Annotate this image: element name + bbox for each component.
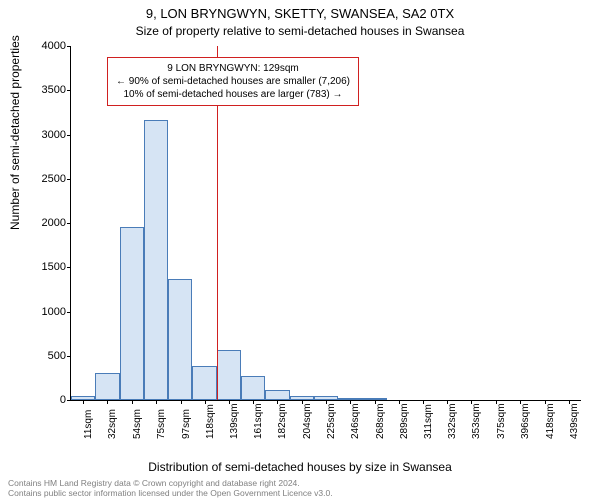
x-tick-mark xyxy=(423,400,424,404)
chart-title-main: 9, LON BRYNGWYN, SKETTY, SWANSEA, SA2 0T… xyxy=(0,6,600,21)
y-tick-mark xyxy=(67,179,71,180)
x-tick-mark xyxy=(350,400,351,404)
x-tick-label: 11sqm xyxy=(83,410,94,439)
annotation-line: 9 LON BRYNGWYN: 129sqm xyxy=(116,62,350,75)
x-tick-label: 225sqm xyxy=(326,403,337,439)
chart-title-sub: Size of property relative to semi-detach… xyxy=(0,24,600,38)
x-tick-mark xyxy=(205,400,206,404)
x-tick-label: 118sqm xyxy=(205,404,216,439)
y-tick-mark xyxy=(67,312,71,313)
x-tick-label: 396sqm xyxy=(520,403,531,439)
y-tick-label: 2500 xyxy=(31,173,66,185)
x-tick-mark xyxy=(132,400,133,404)
x-tick-label: 375sqm xyxy=(496,403,507,439)
histogram-bar xyxy=(217,350,241,400)
y-tick-mark xyxy=(67,356,71,357)
y-tick-label: 3000 xyxy=(31,129,66,141)
histogram-bar xyxy=(338,398,362,400)
x-tick-label: 289sqm xyxy=(399,403,410,439)
x-tick-mark xyxy=(399,400,400,404)
histogram-bar xyxy=(71,396,95,400)
footer-attribution: Contains HM Land Registry data © Crown c… xyxy=(8,478,333,498)
x-tick-label: 75sqm xyxy=(156,409,167,439)
x-tick-mark xyxy=(569,400,570,404)
histogram-bar xyxy=(362,398,387,400)
y-tick-mark xyxy=(67,90,71,91)
x-tick-label: 268sqm xyxy=(375,403,386,439)
y-tick-label: 4000 xyxy=(31,40,66,52)
x-tick-mark xyxy=(471,400,472,404)
x-tick-mark xyxy=(229,400,230,404)
y-tick-label: 500 xyxy=(31,350,66,362)
histogram-bar xyxy=(241,376,265,400)
x-tick-label: 353sqm xyxy=(471,403,482,439)
x-tick-mark xyxy=(181,400,182,404)
chart-container: 9, LON BRYNGWYN, SKETTY, SWANSEA, SA2 0T… xyxy=(0,0,600,500)
x-tick-label: 439sqm xyxy=(569,403,580,439)
x-tick-label: 139sqm xyxy=(229,403,240,439)
y-tick-label: 3500 xyxy=(31,84,66,96)
histogram-bar xyxy=(192,366,217,400)
plot-region: 0500100015002000250030003500400011sqm32s… xyxy=(70,46,580,400)
x-tick-label: 311sqm xyxy=(423,404,434,439)
x-axis-label: Distribution of semi-detached houses by … xyxy=(0,460,600,474)
x-tick-label: 182sqm xyxy=(277,403,288,439)
x-tick-label: 32sqm xyxy=(107,409,118,439)
x-tick-mark xyxy=(302,400,303,404)
x-tick-label: 54sqm xyxy=(132,409,143,439)
histogram-bar xyxy=(168,279,192,400)
annotation-line: 10% of semi-detached houses are larger (… xyxy=(116,88,350,101)
x-tick-mark xyxy=(447,400,448,404)
y-tick-mark xyxy=(67,223,71,224)
x-tick-label: 418sqm xyxy=(545,403,556,439)
annotation-box: 9 LON BRYNGWYN: 129sqm← 90% of semi-deta… xyxy=(107,57,359,106)
x-tick-mark xyxy=(545,400,546,404)
histogram-bar xyxy=(265,390,290,400)
x-tick-mark xyxy=(326,400,327,404)
y-tick-mark xyxy=(67,135,71,136)
x-tick-label: 204sqm xyxy=(302,403,313,439)
plot-area: 0500100015002000250030003500400011sqm32s… xyxy=(70,46,581,401)
x-tick-label: 161sqm xyxy=(253,403,264,439)
x-tick-label: 97sqm xyxy=(181,409,192,439)
y-tick-label: 0 xyxy=(31,394,66,406)
y-tick-mark xyxy=(67,46,71,47)
x-tick-mark xyxy=(107,400,108,404)
x-tick-mark xyxy=(520,400,521,404)
x-tick-mark xyxy=(253,400,254,404)
x-tick-mark xyxy=(156,400,157,404)
y-axis-label: Number of semi-detached properties xyxy=(8,35,22,230)
histogram-bar xyxy=(144,120,169,400)
y-tick-label: 1000 xyxy=(31,306,66,318)
y-tick-mark xyxy=(67,400,71,401)
x-tick-mark xyxy=(496,400,497,404)
annotation-line: ← 90% of semi-detached houses are smalle… xyxy=(116,75,350,88)
x-tick-mark xyxy=(83,400,84,404)
y-tick-label: 1500 xyxy=(31,261,66,273)
histogram-bar xyxy=(95,373,120,400)
y-tick-label: 2000 xyxy=(31,217,66,229)
y-tick-mark xyxy=(67,267,71,268)
histogram-bar xyxy=(314,396,339,400)
x-tick-mark xyxy=(277,400,278,404)
footer-line-1: Contains HM Land Registry data © Crown c… xyxy=(8,478,333,488)
histogram-bar xyxy=(120,227,144,400)
histogram-bar xyxy=(290,396,314,400)
x-tick-label: 246sqm xyxy=(350,403,361,439)
x-tick-mark xyxy=(375,400,376,404)
footer-line-2: Contains public sector information licen… xyxy=(8,488,333,498)
x-tick-label: 332sqm xyxy=(447,403,458,439)
